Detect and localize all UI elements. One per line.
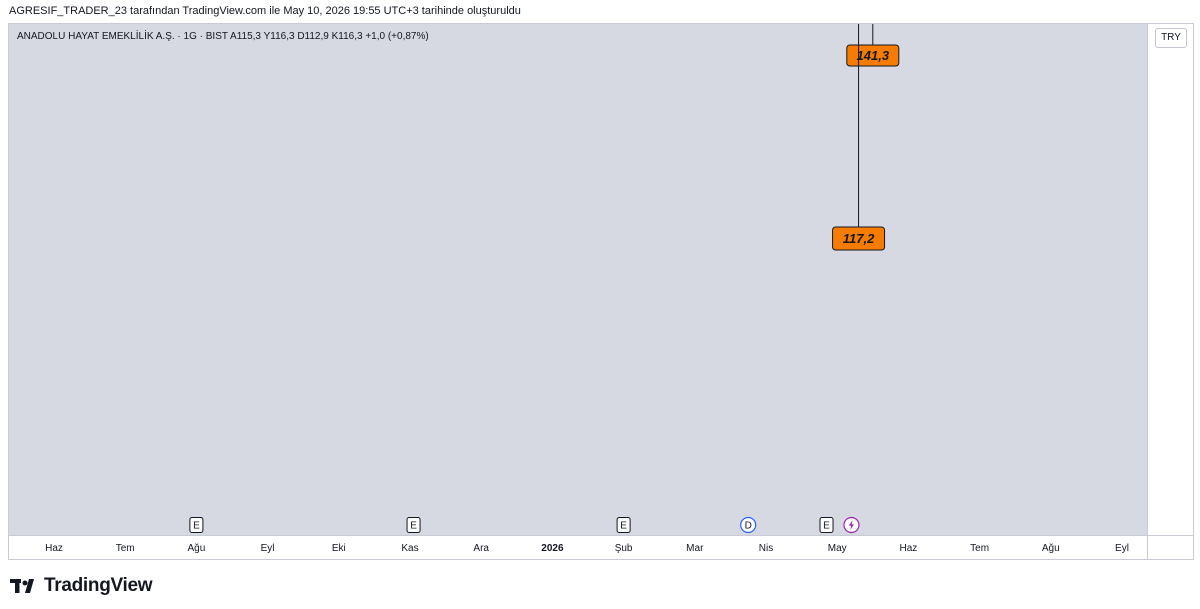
time-tick-label: Haz (45, 543, 63, 554)
time-tick-label: Haz (900, 543, 918, 554)
dividend-marker[interactable] (740, 516, 757, 534)
earnings-marker-label: E (193, 521, 200, 532)
earnings-marker-label: E (410, 521, 417, 532)
chart-frame[interactable]: 160,0140,0125,0103,095,0087,0079,5073,50… (8, 23, 1194, 560)
time-tick-label: Kas (401, 543, 418, 554)
brand-name: TradingView (44, 575, 153, 596)
plot-area[interactable] (9, 24, 1147, 535)
earnings-marker[interactable] (406, 517, 421, 533)
chart-caption: AGRESIF_TRADER_23 tarafından TradingView… (9, 5, 521, 17)
time-tick-label: Eki (332, 543, 346, 554)
earnings-marker[interactable] (819, 517, 834, 533)
price-chart[interactable]: 160,0140,0125,0103,095,0087,0079,5073,50… (9, 24, 1193, 559)
time-tick-label: Ağu (188, 543, 206, 554)
symbol-header: ANADOLU HAYAT EMEKLİLİK A.Ş. · 1G · BIST… (17, 31, 429, 42)
callout-label: 141,3 (857, 48, 890, 63)
dividend-marker-label: D (745, 521, 752, 532)
time-tick-label: Tem (970, 543, 989, 554)
callout-box[interactable] (832, 226, 886, 251)
earnings-marker-label: E (823, 521, 830, 532)
time-tick-label: Ağu (1042, 543, 1060, 554)
earnings-marker-label: E (620, 521, 627, 532)
lightning-icon (848, 520, 855, 530)
time-tick-label: Ara (473, 543, 489, 554)
tradingview-logo[interactable]: TradingView (10, 575, 153, 597)
time-tick-label: Eyl (261, 543, 275, 554)
time-tick-label: Nis (759, 543, 773, 554)
callout-label: 117,2 (843, 231, 875, 246)
time-tick-label: Eyl (1115, 543, 1129, 554)
time-tick-label: Tem (116, 543, 135, 554)
callout-box[interactable] (846, 44, 900, 67)
time-tick-label: 2026 (541, 543, 564, 554)
time-tick-label: Şub (615, 543, 633, 554)
earnings-marker[interactable] (616, 517, 631, 533)
time-tick-label: Mar (686, 543, 704, 554)
time-tick-label: May (828, 543, 847, 554)
currency-button[interactable]: TRY (1155, 28, 1187, 48)
tradingview-logo-icon (10, 579, 34, 593)
earnings-marker[interactable] (189, 517, 204, 533)
